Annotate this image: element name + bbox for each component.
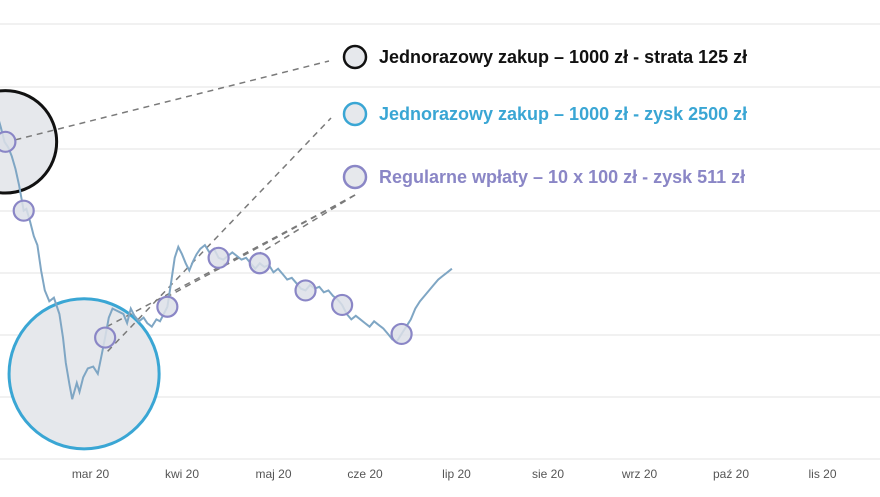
data-marker — [12, 199, 35, 222]
connector-gain — [107, 117, 332, 352]
x-tick-label: sie 20 — [532, 467, 564, 481]
data-marker — [248, 252, 271, 275]
legend-label: Regularne wpłaty – 10 x 100 zł - zysk 51… — [379, 167, 745, 187]
data-marker — [0, 130, 17, 153]
data-markers — [0, 130, 413, 349]
connector-lines — [15, 60, 356, 352]
legend-marker — [342, 44, 368, 70]
x-tick-label: lip 20 — [442, 467, 471, 481]
legend-marker — [342, 101, 368, 127]
x-tick-label: lis 20 — [808, 467, 836, 481]
x-tick-label: mar 20 — [72, 467, 110, 481]
x-tick-label: cze 20 — [347, 467, 383, 481]
connector-regular — [167, 194, 356, 298]
price-line — [0, 120, 453, 400]
data-marker — [331, 293, 354, 317]
data-marker — [390, 322, 413, 346]
legend-label: Jednorazowy zakup – 1000 zł - strata 125… — [379, 47, 747, 67]
data-marker — [294, 279, 317, 302]
legend-label: Jednorazowy zakup – 1000 zł - zysk 2500 … — [379, 104, 747, 124]
legend-marker — [342, 164, 368, 190]
connector-regular — [104, 194, 356, 329]
x-tick-label: maj 20 — [255, 467, 291, 481]
connector-regular — [259, 194, 356, 254]
x-tick-label: wrz 20 — [621, 467, 658, 481]
x-tick-label: kwi 20 — [165, 467, 199, 481]
x-tick-label: paź 20 — [713, 467, 749, 481]
data-marker — [156, 295, 179, 318]
data-marker — [207, 246, 230, 269]
legend: Jednorazowy zakup – 1000 zł - strata 125… — [342, 44, 747, 190]
data-marker — [94, 326, 117, 349]
connector-loss — [15, 60, 330, 141]
